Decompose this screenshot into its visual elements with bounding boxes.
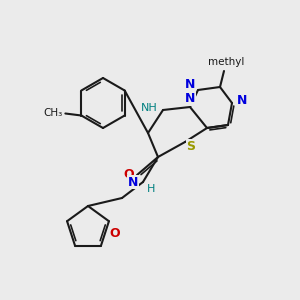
Text: CH₃: CH₃ <box>44 109 63 118</box>
Text: O: O <box>124 167 134 181</box>
Text: O: O <box>110 227 120 240</box>
Text: N: N <box>185 77 195 91</box>
Text: methyl: methyl <box>208 57 242 67</box>
Text: N: N <box>237 94 247 107</box>
Text: NH: NH <box>141 103 158 113</box>
Text: methyl: methyl <box>208 57 244 67</box>
Text: H: H <box>147 184 155 194</box>
Text: S: S <box>187 140 196 152</box>
Text: N: N <box>128 176 138 188</box>
Text: N: N <box>185 92 195 106</box>
